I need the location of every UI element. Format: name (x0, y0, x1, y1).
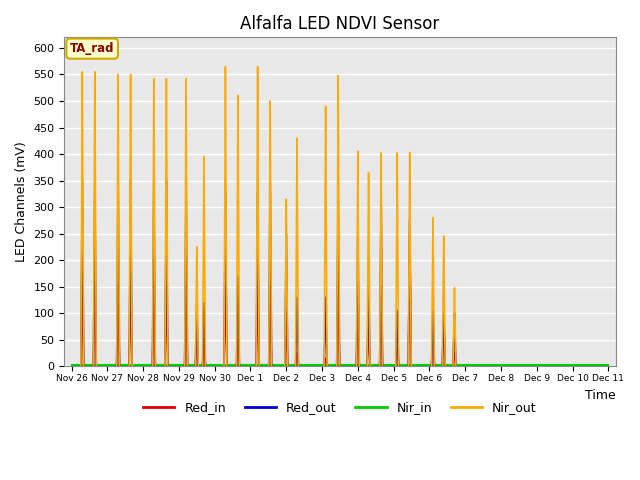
Y-axis label: LED Channels (mV): LED Channels (mV) (15, 142, 28, 262)
Text: TA_rad: TA_rad (70, 42, 115, 55)
X-axis label: Time: Time (585, 388, 616, 401)
Legend: Red_in, Red_out, Nir_in, Nir_out: Red_in, Red_out, Nir_in, Nir_out (138, 396, 542, 420)
Title: Alfalfa LED NDVI Sensor: Alfalfa LED NDVI Sensor (241, 15, 440, 33)
